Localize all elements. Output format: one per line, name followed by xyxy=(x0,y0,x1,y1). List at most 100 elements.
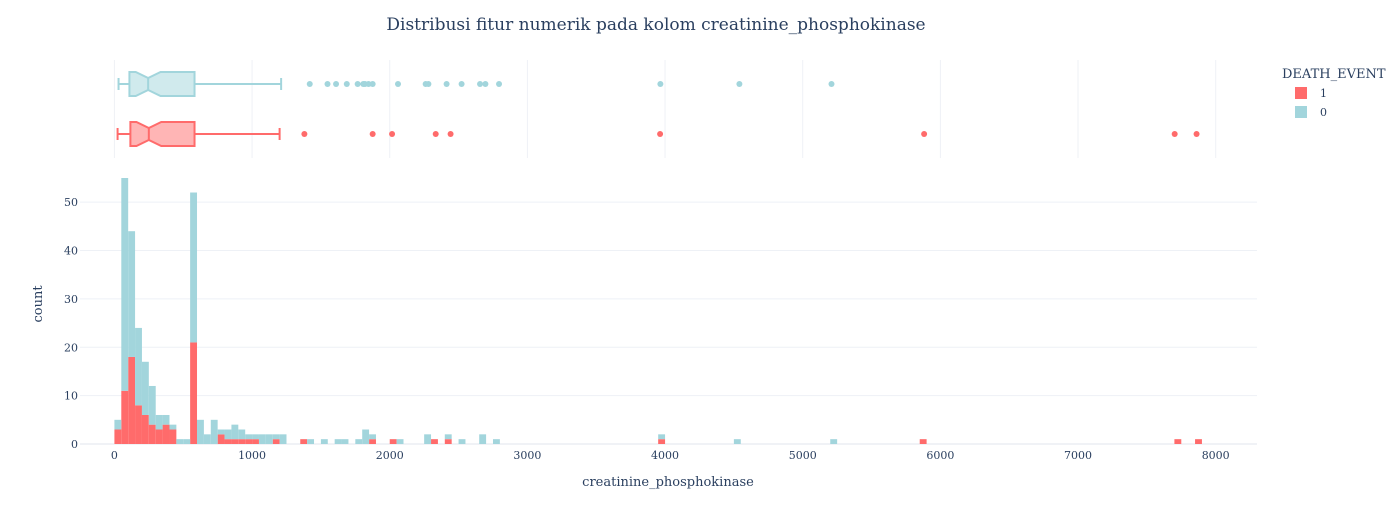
histogram-bar-0[interactable] xyxy=(396,439,404,444)
box-outlier-point[interactable] xyxy=(1171,131,1178,137)
histogram-bar-0[interactable] xyxy=(238,429,246,440)
histogram-bar-1[interactable] xyxy=(369,439,376,444)
histogram-bar-1[interactable] xyxy=(389,439,397,444)
histogram-bar-0[interactable] xyxy=(479,434,487,444)
histogram-bar-0[interactable] xyxy=(121,178,129,391)
histogram-bar-0[interactable] xyxy=(830,439,838,444)
histogram-bar-1[interactable] xyxy=(162,424,170,444)
histogram-bar-1[interactable] xyxy=(444,439,452,444)
histogram-bar-0[interactable] xyxy=(155,414,163,430)
legend-item-1[interactable]: 1 xyxy=(1295,87,1327,100)
histogram-bar-1[interactable] xyxy=(128,356,136,444)
histogram-bar-0[interactable] xyxy=(169,424,177,430)
legend-item-0[interactable]: 0 xyxy=(1295,106,1327,119)
histogram-bar-0[interactable] xyxy=(231,424,239,440)
histogram-bar-1[interactable] xyxy=(114,429,122,444)
histogram-bar-0[interactable] xyxy=(658,434,666,440)
box-outlier-point[interactable] xyxy=(394,81,401,87)
histogram-bar-1[interactable] xyxy=(190,342,198,444)
histogram-bar-0[interactable] xyxy=(176,439,184,444)
box-outlier-point[interactable] xyxy=(369,131,376,137)
histogram-bar-1[interactable] xyxy=(148,424,156,444)
box-outlier-point[interactable] xyxy=(333,81,340,87)
histogram-bar-0[interactable] xyxy=(224,429,232,440)
histogram-bar-0[interactable] xyxy=(341,439,349,444)
box-outlier-point[interactable] xyxy=(324,81,331,87)
box-outlier-point[interactable] xyxy=(432,131,439,137)
histogram-bar-1[interactable] xyxy=(245,439,253,444)
histogram-bar-1[interactable] xyxy=(1195,439,1202,444)
histogram-bar-0[interactable] xyxy=(135,327,142,406)
histogram-bar-1[interactable] xyxy=(919,439,927,444)
box-outlier-point[interactable] xyxy=(496,81,503,87)
box-outlier-point[interactable] xyxy=(365,81,372,87)
histogram-bar-0[interactable] xyxy=(369,434,376,440)
histogram-bar-0[interactable] xyxy=(210,419,218,444)
histogram-bar-1[interactable] xyxy=(141,414,149,444)
histogram-bar-0[interactable] xyxy=(444,434,452,440)
histogram-bar-0[interactable] xyxy=(190,192,198,343)
histogram-bar-0[interactable] xyxy=(320,439,328,444)
box-outlier-point[interactable] xyxy=(447,131,454,137)
box-outlier-point[interactable] xyxy=(369,81,376,87)
box-outlier-point[interactable] xyxy=(301,131,308,137)
histogram-bar-1[interactable] xyxy=(658,439,666,444)
x-tick-label: 0 xyxy=(111,449,118,462)
box-plots xyxy=(116,71,1200,147)
box-outlier-point[interactable] xyxy=(477,81,484,87)
box-outlier-point[interactable] xyxy=(354,81,361,87)
histogram-bar-0[interactable] xyxy=(141,361,149,415)
histogram-bar-0[interactable] xyxy=(272,434,280,440)
box-outlier-point[interactable] xyxy=(1193,131,1200,137)
box-outlier-point[interactable] xyxy=(828,81,835,87)
histogram-bar-1[interactable] xyxy=(224,439,232,444)
box-outlier-point[interactable] xyxy=(443,81,450,87)
histogram-bar-1[interactable] xyxy=(252,439,259,444)
box-outlier-point[interactable] xyxy=(482,81,489,87)
histogram-bar-0[interactable] xyxy=(265,434,273,444)
box-outlier-point[interactable] xyxy=(657,81,664,87)
histogram-bar-1[interactable] xyxy=(169,429,177,444)
box-outlier-point[interactable] xyxy=(425,81,432,87)
histogram-bar-0[interactable] xyxy=(252,434,259,440)
histogram-bar-0[interactable] xyxy=(355,439,363,444)
box-plot-0[interactable] xyxy=(117,71,835,97)
histogram-bar-0[interactable] xyxy=(362,429,370,444)
histogram-bar-0[interactable] xyxy=(458,439,466,444)
histogram-bar-1[interactable] xyxy=(238,439,246,444)
box-outlier-point[interactable] xyxy=(657,131,664,137)
histogram-bar-0[interactable] xyxy=(148,385,156,425)
box-outlier-point[interactable] xyxy=(458,81,465,87)
histogram-bar-0[interactable] xyxy=(334,439,342,444)
histogram-bar-1[interactable] xyxy=(155,429,163,444)
histogram-bar-1[interactable] xyxy=(121,390,129,444)
histogram-bar-1[interactable] xyxy=(217,434,225,444)
histogram-bar-0[interactable] xyxy=(128,231,136,357)
histogram-bar-0[interactable] xyxy=(245,434,253,440)
box-outlier-point[interactable] xyxy=(306,81,313,87)
histogram-bar-0[interactable] xyxy=(733,439,741,444)
histogram-bar-0[interactable] xyxy=(197,419,204,444)
histogram-bar-1[interactable] xyxy=(431,439,438,444)
box-outlier-point[interactable] xyxy=(343,81,350,87)
histogram-bar-0[interactable] xyxy=(492,439,500,444)
box-body xyxy=(129,121,196,147)
histogram-bar-0[interactable] xyxy=(258,434,266,444)
box-outlier-point[interactable] xyxy=(736,81,743,87)
histogram-bar-0[interactable] xyxy=(424,434,432,444)
histogram-bar-0[interactable] xyxy=(307,439,315,444)
histogram-bar-0[interactable] xyxy=(217,429,225,435)
histogram-bar-0[interactable] xyxy=(183,439,191,444)
histogram-bar-1[interactable] xyxy=(231,439,239,444)
box-plot-1[interactable] xyxy=(116,121,1200,147)
histogram-bar-0[interactable] xyxy=(203,434,211,444)
histogram-bar-0[interactable] xyxy=(114,419,122,430)
box-outlier-point[interactable] xyxy=(921,131,928,137)
histogram-bar-1[interactable] xyxy=(300,439,308,444)
box-outlier-point[interactable] xyxy=(389,131,396,137)
histogram-bar-0[interactable] xyxy=(279,434,287,444)
histogram-bar-1[interactable] xyxy=(135,405,142,444)
histogram-bar-1[interactable] xyxy=(272,439,280,444)
histogram-bar-1[interactable] xyxy=(1174,439,1182,444)
histogram-bar-0[interactable] xyxy=(162,414,170,425)
